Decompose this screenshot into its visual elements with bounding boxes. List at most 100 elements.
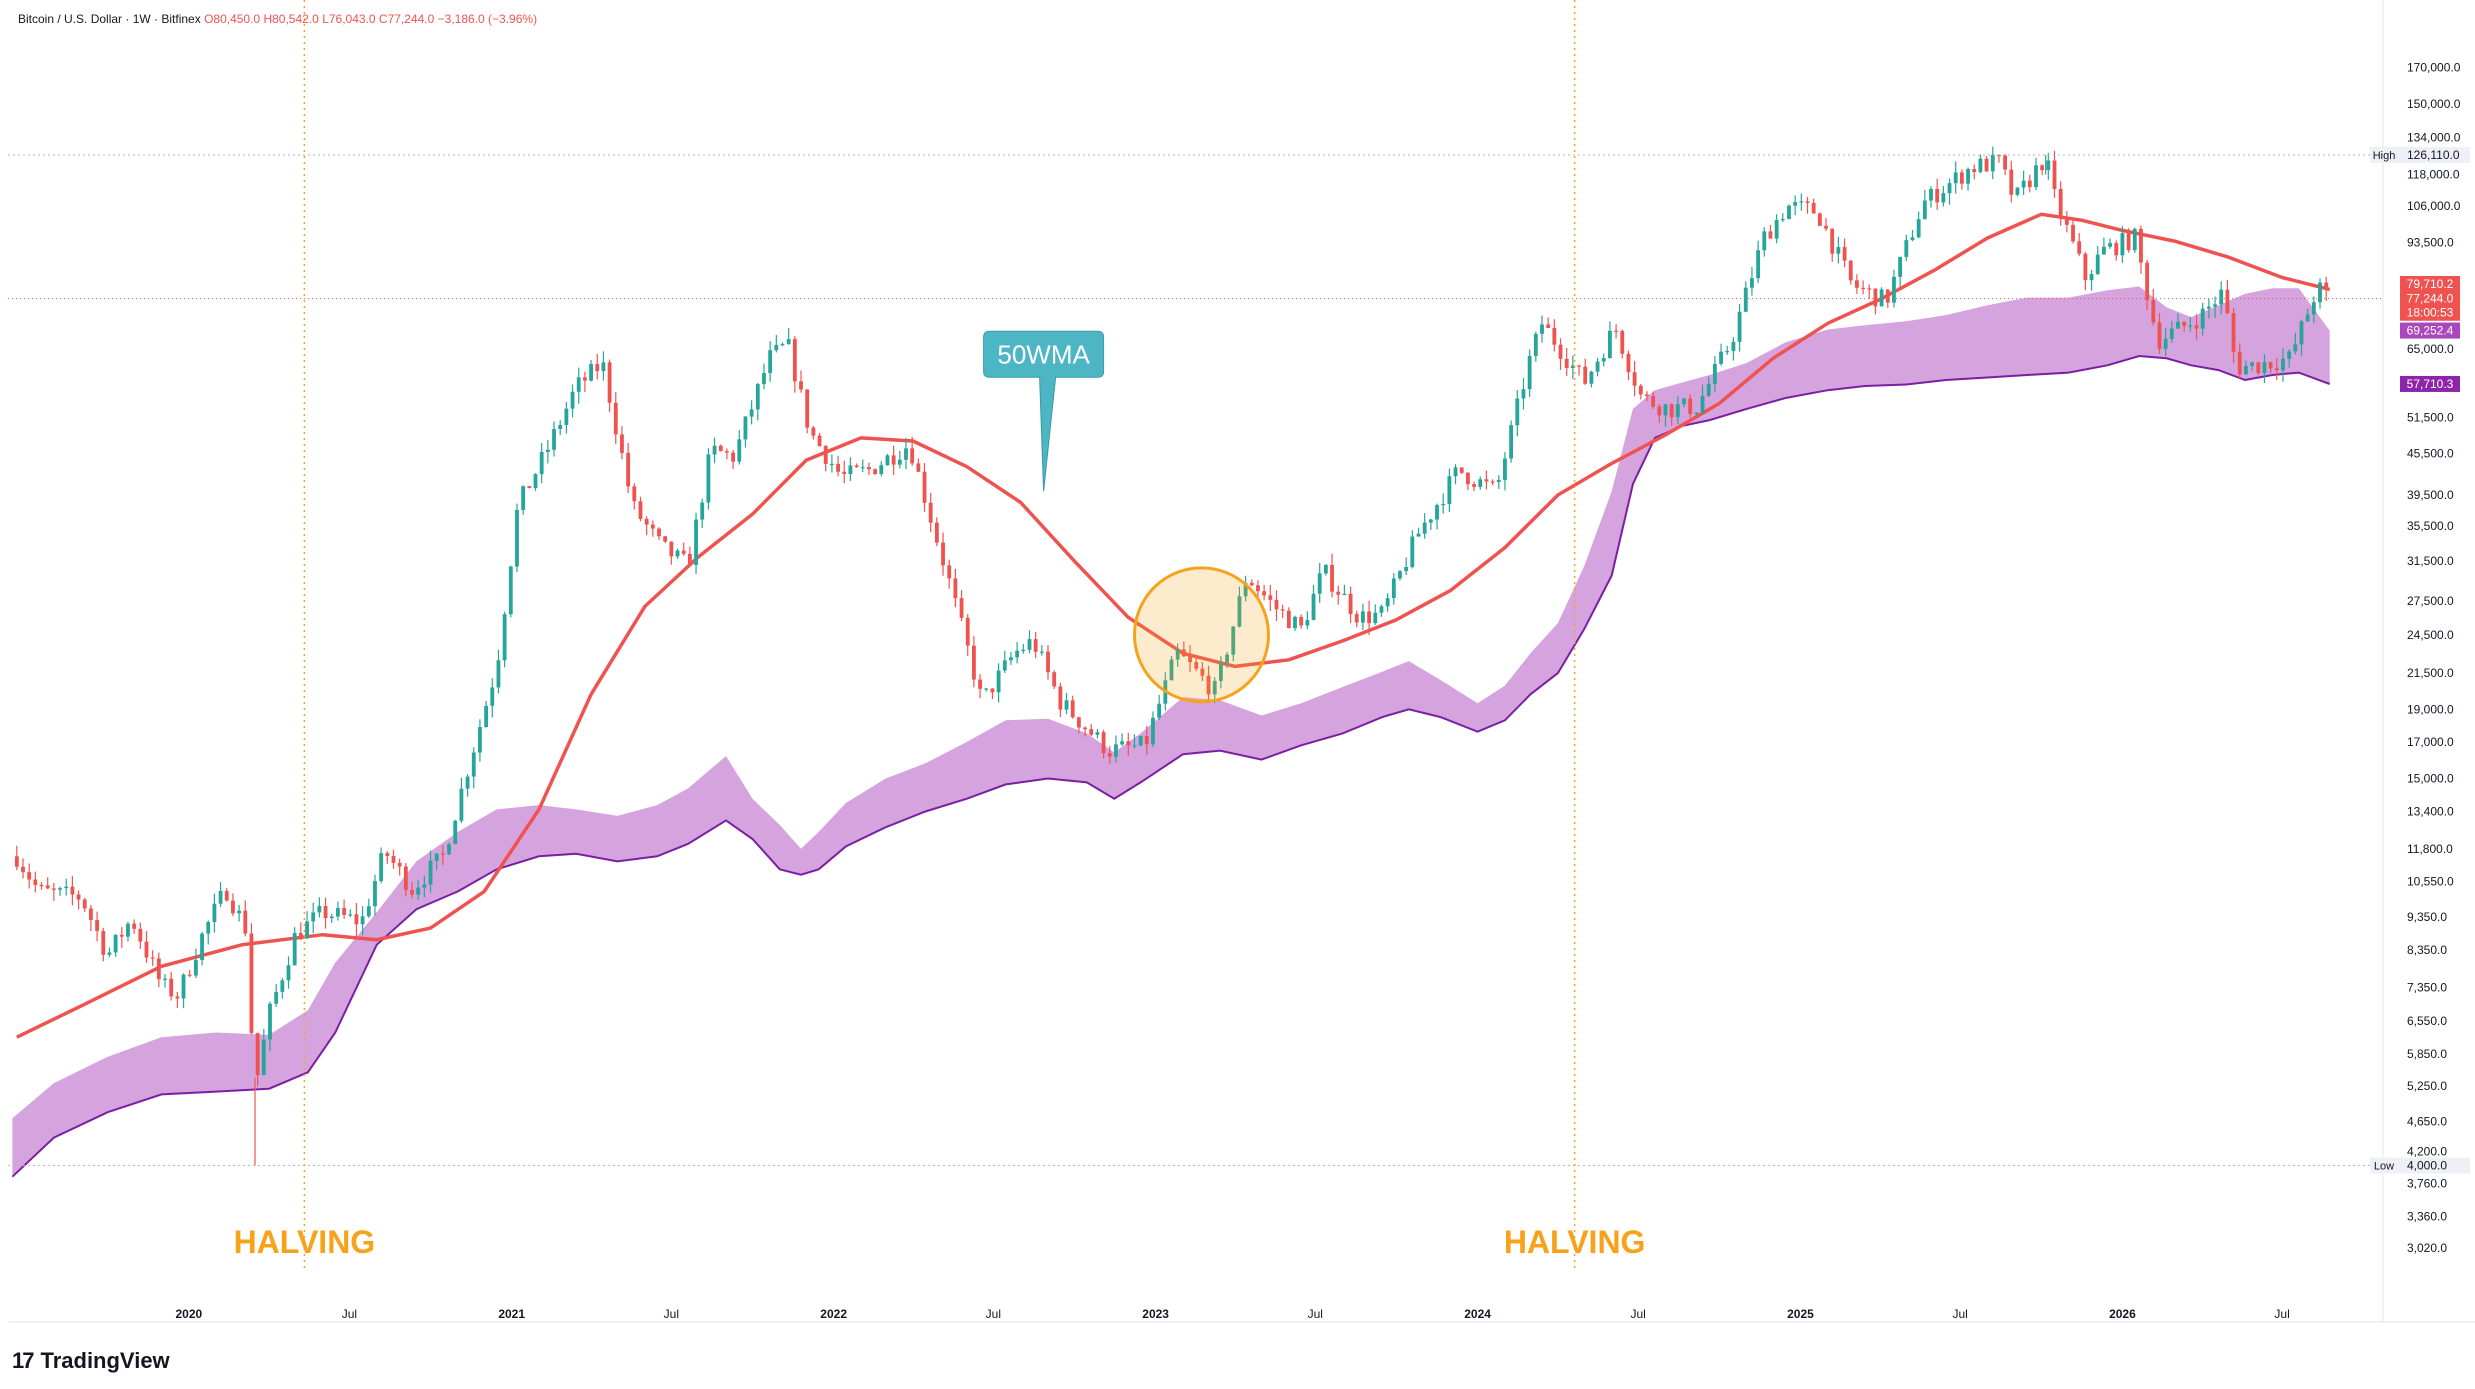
candle-down [2003, 155, 2008, 170]
candle-up [1509, 425, 1514, 459]
candle-down [1206, 675, 1211, 695]
x-tick-label: Jul [664, 1307, 679, 1321]
x-tick-label: 2025 [1787, 1307, 1814, 1321]
candle-up [1750, 278, 1754, 288]
candle-down [342, 908, 346, 915]
candle-up [163, 978, 167, 980]
candle-up [490, 687, 495, 706]
candle-down [620, 434, 624, 453]
candle-down [607, 362, 612, 403]
candle-up [860, 467, 865, 469]
candle-up [589, 364, 593, 381]
candle-up [1410, 536, 1415, 567]
candle-down [101, 930, 106, 955]
candle-up [373, 881, 377, 907]
candle-down [823, 446, 828, 464]
candle-up [484, 705, 489, 728]
x-tick-label: Jul [986, 1307, 1001, 1321]
candle-down [891, 455, 896, 465]
candle-down [2182, 321, 2187, 326]
candle-down [1854, 280, 1859, 288]
candle-up [1910, 237, 1915, 241]
candle-up [317, 905, 322, 913]
x-tick-label: Jul [2274, 1307, 2289, 1321]
candle-down [1058, 686, 1063, 710]
candle-up [1317, 573, 1322, 594]
candle-down [928, 502, 933, 523]
brand-name: TradingView [40, 1348, 170, 1373]
y-tick-label: 21,500.0 [2407, 666, 2454, 680]
candle-down [1848, 260, 1853, 281]
marker-value: 126,110.0 [2407, 148, 2460, 162]
candle-up [984, 688, 989, 690]
candle-down [156, 958, 161, 980]
candle-up [1916, 219, 1921, 238]
candle-down [403, 866, 408, 891]
tradingview-logo[interactable]: 17 TradingView [12, 1348, 170, 1374]
candle-down [243, 910, 248, 934]
candle-down [1200, 668, 1205, 676]
candle-down [1805, 201, 1810, 203]
x-tick-label: 2020 [175, 1307, 202, 1321]
candle-down [1583, 366, 1588, 384]
candle-down [1249, 582, 1254, 586]
candle-up [2250, 362, 2255, 366]
y-tick-label: 39,500.0 [2407, 488, 2454, 502]
candle-down [45, 885, 50, 889]
candle-up [1793, 201, 1798, 206]
candle-up [453, 820, 458, 845]
candle-up [1922, 200, 1927, 220]
candle-up [1114, 744, 1118, 757]
ohlc-change: −3,186.0 (−3.96%) [437, 12, 538, 26]
candle-down [1181, 649, 1186, 657]
candle-up [552, 429, 556, 450]
candle-up [1904, 240, 1909, 257]
candle-down [854, 465, 859, 468]
candle-up [780, 344, 785, 346]
candle-up [422, 884, 427, 888]
band-fill [12, 286, 2330, 1177]
candle-up [762, 373, 766, 385]
candle-up [1774, 219, 1779, 239]
candle-down [1645, 394, 1649, 397]
candle-up [1237, 596, 1242, 627]
candle-down [440, 853, 445, 855]
candle-up [1447, 476, 1452, 504]
candle-up [1787, 205, 1791, 220]
candle-down [1268, 595, 1273, 600]
y-tick-label: 27,500.0 [2407, 594, 2454, 608]
candle-up [1243, 582, 1248, 597]
candle-up [2163, 338, 2168, 349]
candle-up [1175, 649, 1180, 660]
candle-up [774, 344, 779, 351]
price-label-text: 77,244.0 [2407, 292, 2454, 306]
marker-value-box [2398, 1157, 2470, 1174]
candle-up [2089, 273, 2094, 281]
candle-down [965, 617, 970, 646]
indicator-band [11, 286, 2331, 1178]
y-tick-label: 9,350.0 [2407, 910, 2447, 924]
candle-up [749, 409, 754, 417]
candle-down [1558, 344, 1563, 359]
candle-up [58, 888, 62, 890]
candle-down [953, 578, 958, 599]
candle-down [916, 463, 921, 472]
candle-up [545, 449, 550, 452]
candle-down [1632, 372, 1637, 386]
wma-50-line [16, 212, 2331, 1039]
candle-down [2083, 253, 2088, 281]
candle-down [119, 934, 124, 937]
candle-down [527, 486, 532, 489]
candle-down [132, 923, 137, 929]
candle-down [298, 932, 303, 939]
y-tick-label: 170,000.0 [2407, 61, 2461, 75]
candle-down [836, 463, 840, 472]
candle-down [632, 486, 637, 502]
candle-up [1027, 639, 1032, 650]
x-tick-label: 2024 [1464, 1307, 1491, 1321]
y-tick-label: 19,000.0 [2407, 702, 2454, 716]
candle-up [126, 923, 130, 937]
candle-up [576, 377, 581, 392]
candle-up [1929, 189, 1933, 201]
